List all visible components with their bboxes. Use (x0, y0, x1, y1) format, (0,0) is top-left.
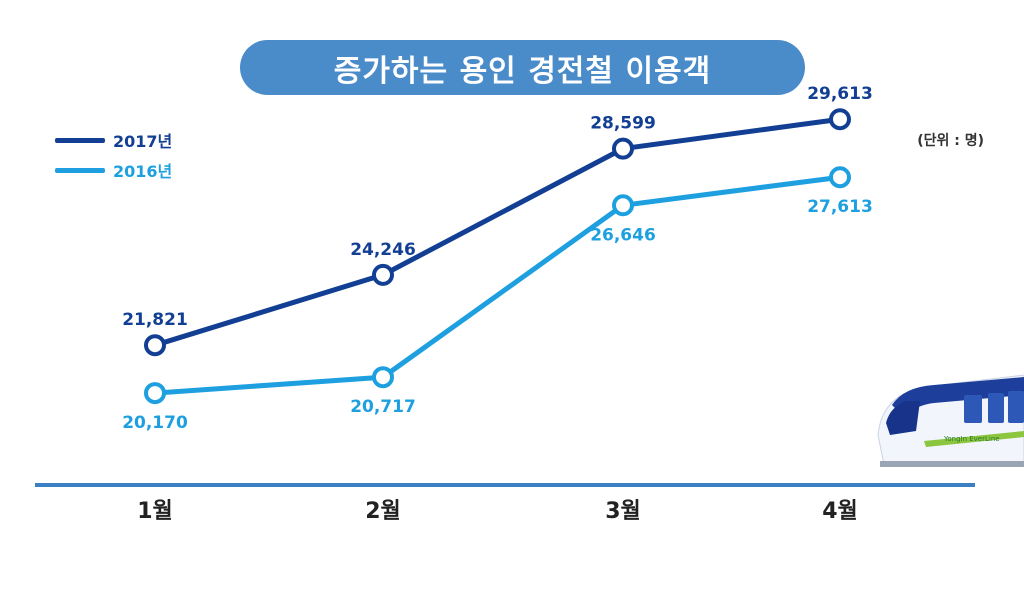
unit-label: (단위 : 명) (917, 133, 984, 149)
data-label: 28,599 (590, 114, 656, 134)
x-tick-label: 1월 (137, 499, 173, 524)
legend-label-2017: 2017년 (113, 132, 173, 151)
chart-title: 증가하는 용인 경전철 이용객 (240, 40, 805, 95)
legend: 2017년 2016년 (55, 125, 172, 185)
data-label: 26,646 (590, 225, 656, 245)
data-point (144, 334, 166, 357)
x-tick-label: 3월 (605, 499, 641, 524)
train-brand-text: YongIn EverLine (943, 435, 1000, 443)
legend-swatch-2017 (55, 137, 105, 143)
data-label: 21,821 (122, 310, 188, 330)
data-label: 29,613 (807, 84, 873, 104)
data-point (829, 108, 851, 131)
series-line-2017 (154, 116, 841, 348)
data-point (372, 263, 394, 286)
x-tick-label: 2월 (365, 499, 401, 524)
data-label: 20,717 (350, 397, 416, 417)
chart-title-text: 증가하는 용인 경전철 이용객 (333, 53, 712, 89)
series-line-2016 (154, 174, 841, 396)
data-label: 20,170 (122, 413, 188, 433)
data-point (612, 194, 634, 217)
data-label: 24,246 (350, 240, 416, 260)
train-illustration: YongIn EverLine (877, 374, 1024, 467)
data-point (829, 166, 851, 189)
legend-item-2017: 2017년 (55, 125, 172, 155)
data-point (372, 366, 394, 389)
legend-swatch-2016 (55, 167, 105, 173)
legend-item-2016: 2016년 (55, 155, 172, 185)
data-point (612, 137, 634, 160)
legend-label-2016: 2016년 (113, 162, 173, 181)
data-point (144, 382, 166, 405)
data-label: 27,613 (807, 197, 873, 217)
x-tick-label: 4월 (822, 499, 858, 524)
